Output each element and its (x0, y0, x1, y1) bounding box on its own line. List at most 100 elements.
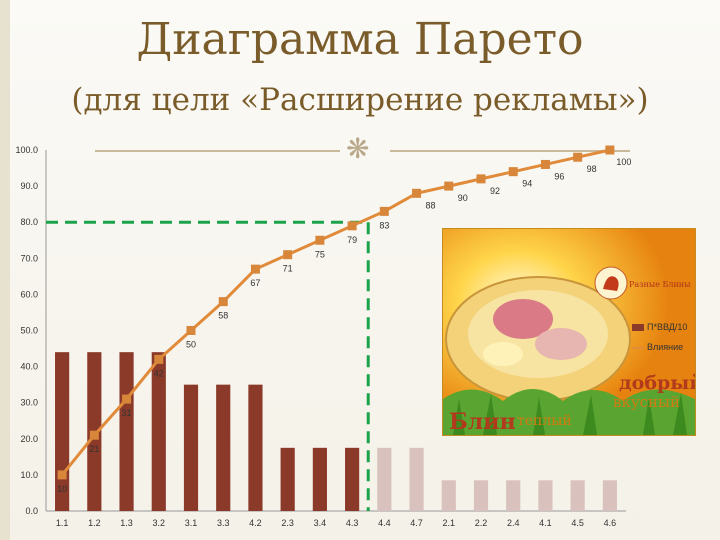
bar (377, 447, 392, 511)
x-tick-label: 3.2 (153, 518, 166, 528)
x-tick-label: 4.4 (378, 518, 391, 528)
line-point (315, 235, 325, 245)
line-point (540, 159, 550, 169)
cumulative-line: 10 21 31 42 50 58 67 71 75 79 83 88 90 92 94 96 98 100 (57, 145, 631, 494)
legend-item-line: Влияние (632, 342, 683, 352)
x-tick-label: 1.1 (56, 518, 69, 528)
data-label: 42 (154, 368, 164, 378)
x-tick-label: 4.1 (539, 518, 552, 528)
y-tick-label: 0.0 (25, 506, 38, 516)
bar (538, 480, 553, 511)
x-tick-label: 3.3 (217, 518, 230, 528)
slide-title: Диаграмма Парето (136, 14, 584, 65)
bar (119, 352, 134, 511)
advertisement-image: Разные Блины добрый вкусный Блин теплый (442, 228, 696, 436)
data-label: 94 (522, 179, 532, 189)
title-rule-left (95, 150, 340, 152)
legend-label-bars: П*ВВД/10 (647, 322, 688, 332)
legend-swatch-bars (632, 324, 644, 332)
bar (602, 480, 617, 511)
data-label: 98 (587, 164, 597, 174)
x-tick-label: 2.1 (443, 518, 456, 528)
line-point (283, 250, 293, 260)
x-tick-label: 4.7 (410, 518, 423, 528)
y-tick-label: 40.0 (20, 362, 38, 372)
line-point (347, 221, 357, 231)
data-label: 21 (89, 444, 99, 454)
bar (441, 480, 456, 511)
bar (570, 480, 585, 511)
y-tick-label: 70.0 (20, 253, 38, 263)
svg-text:добрый: добрый (619, 372, 695, 394)
data-label: 75 (315, 249, 325, 259)
cutoff-lines (46, 220, 370, 511)
line-point (412, 188, 422, 198)
bar (506, 480, 521, 511)
line-point (476, 174, 486, 184)
line-point (89, 430, 99, 440)
bar (312, 447, 327, 511)
line-point (218, 297, 228, 307)
y-tick-label: 50.0 (20, 326, 38, 336)
data-label: 50 (186, 340, 196, 350)
rooster-logo-icon: Разные Блины (594, 266, 691, 300)
svg-text:Блин: Блин (449, 409, 516, 435)
x-tick-label: 3.4 (314, 518, 327, 528)
data-label: 79 (347, 235, 357, 245)
legend-item-bars: П*ВВД/10 (632, 322, 687, 332)
data-label: 83 (379, 220, 389, 230)
svg-text:вкусный: вкусный (613, 393, 680, 411)
y-tick-label: 80.0 (20, 217, 38, 227)
ornament-icon: ❋ (346, 132, 370, 165)
y-tick-label: 10.0 (20, 470, 38, 480)
data-label: 10 (57, 484, 67, 494)
title-rule-right (390, 150, 630, 152)
bar (345, 447, 360, 511)
legend-swatch-line (632, 346, 644, 349)
data-label: 92 (490, 186, 500, 196)
x-tick-label: 3.1 (185, 518, 198, 528)
y-tick-label: 60.0 (20, 289, 38, 299)
bar (280, 447, 295, 511)
data-label: 88 (426, 200, 436, 210)
x-tick-label: 4.3 (346, 518, 359, 528)
ad-illustration: Разные Блины добрый вкусный Блин теплый (443, 229, 695, 435)
line-point (122, 394, 132, 404)
x-tick-label: 2.4 (507, 518, 520, 528)
legend-label-line: Влияние (647, 342, 684, 352)
line-point (154, 354, 164, 364)
bar (183, 384, 199, 511)
data-label: 90 (458, 193, 468, 203)
line-point (508, 167, 518, 177)
line-point (186, 326, 196, 335)
x-tick-label: 2.3 (281, 518, 294, 528)
svg-text:теплый: теплый (517, 413, 572, 429)
slide-subtitle: (для цели «Расширение рекламы») (71, 82, 649, 118)
line-point (379, 206, 389, 216)
bar (409, 447, 424, 511)
x-tick-label: 1.3 (120, 518, 133, 528)
line-point (605, 145, 615, 155)
bar (216, 384, 231, 511)
line-point (444, 181, 454, 191)
data-label: 67 (250, 278, 260, 288)
line-point (573, 152, 583, 162)
svg-text:Разные Блины: Разные Блины (629, 280, 691, 289)
x-tick-label: 4.2 (249, 518, 262, 528)
data-label: 31 (122, 408, 132, 418)
y-tick-label: 20.0 (20, 434, 38, 444)
y-tick-label: 90.0 (20, 181, 38, 191)
y-tick-label: 100.0 (15, 145, 38, 155)
bar (151, 352, 166, 511)
x-tick-label: 4.5 (571, 518, 584, 528)
data-label: 58 (218, 311, 228, 321)
y-axis: 0.0 10.0 20.0 30.0 40.0 50.0 60.0 70.0 80.0 90.0 1… (15, 145, 626, 516)
line-point (250, 264, 260, 274)
cumulative-line-path (60, 148, 611, 476)
data-label: 71 (283, 264, 293, 274)
line-point (57, 470, 67, 480)
x-tick-label: 1.2 (88, 518, 101, 528)
bar (248, 384, 263, 511)
